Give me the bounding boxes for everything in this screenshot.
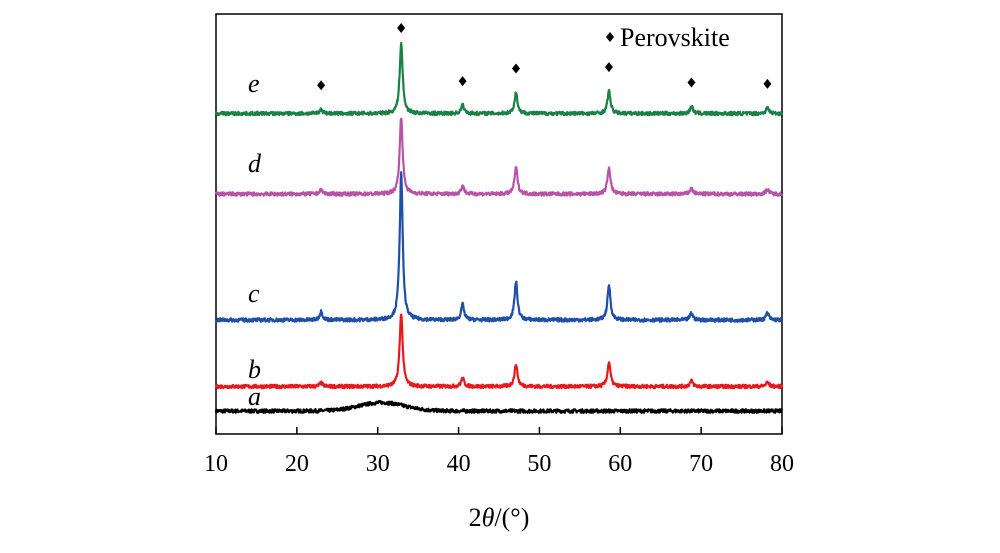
perovskite-diamond-icon-5 bbox=[687, 77, 696, 88]
x-tick-label-80: 80 bbox=[770, 451, 794, 477]
x-axis-ticks: 10 20 30 40 50 60 70 80 bbox=[204, 427, 794, 477]
series-c-line bbox=[214, 171, 783, 323]
perovskite-diamond-icon-4 bbox=[604, 62, 613, 73]
perovskite-diamond-icon-0 bbox=[317, 80, 326, 91]
perovskite-diamond-icon-2 bbox=[458, 76, 467, 87]
series-b-label: b bbox=[248, 355, 261, 384]
series-d-line bbox=[214, 117, 783, 197]
x-tick-label-60: 60 bbox=[608, 451, 632, 477]
perovskite-diamond-icon-3 bbox=[511, 63, 520, 74]
series-a-line bbox=[214, 399, 783, 414]
plot-frame bbox=[215, 13, 783, 435]
series-c-label: c bbox=[248, 279, 260, 308]
series-group bbox=[214, 41, 784, 414]
perovskite-diamond-icon-6 bbox=[763, 78, 772, 89]
series-b-line bbox=[214, 313, 784, 390]
legend-label: Perovskite bbox=[620, 23, 730, 52]
series-a-label: a bbox=[248, 382, 261, 411]
x-tick-label-10: 10 bbox=[204, 451, 228, 477]
legend: Perovskite bbox=[606, 23, 730, 52]
x-axis-title-prefix: 2 bbox=[469, 503, 482, 532]
x-tick-label-50: 50 bbox=[527, 451, 551, 477]
series-d-label: d bbox=[248, 149, 262, 178]
x-tick-label-20: 20 bbox=[285, 451, 309, 477]
series-labels: ab c d e bbox=[248, 69, 262, 411]
x-tick-label-30: 30 bbox=[366, 451, 390, 477]
x-axis-title-suffix: /(°) bbox=[494, 503, 529, 532]
legend-diamond-icon bbox=[606, 32, 614, 42]
x-tick-label-40: 40 bbox=[447, 451, 471, 477]
series-e-label: e bbox=[248, 69, 260, 98]
x-tick-label-70: 70 bbox=[689, 451, 713, 477]
perovskite-diamond-icon-1 bbox=[397, 23, 406, 33]
series-e-line bbox=[214, 41, 784, 117]
x-axis-title: 2θ/(°) bbox=[469, 503, 530, 532]
perovskite-markers bbox=[317, 23, 772, 91]
x-axis-title-theta: θ bbox=[482, 503, 495, 532]
